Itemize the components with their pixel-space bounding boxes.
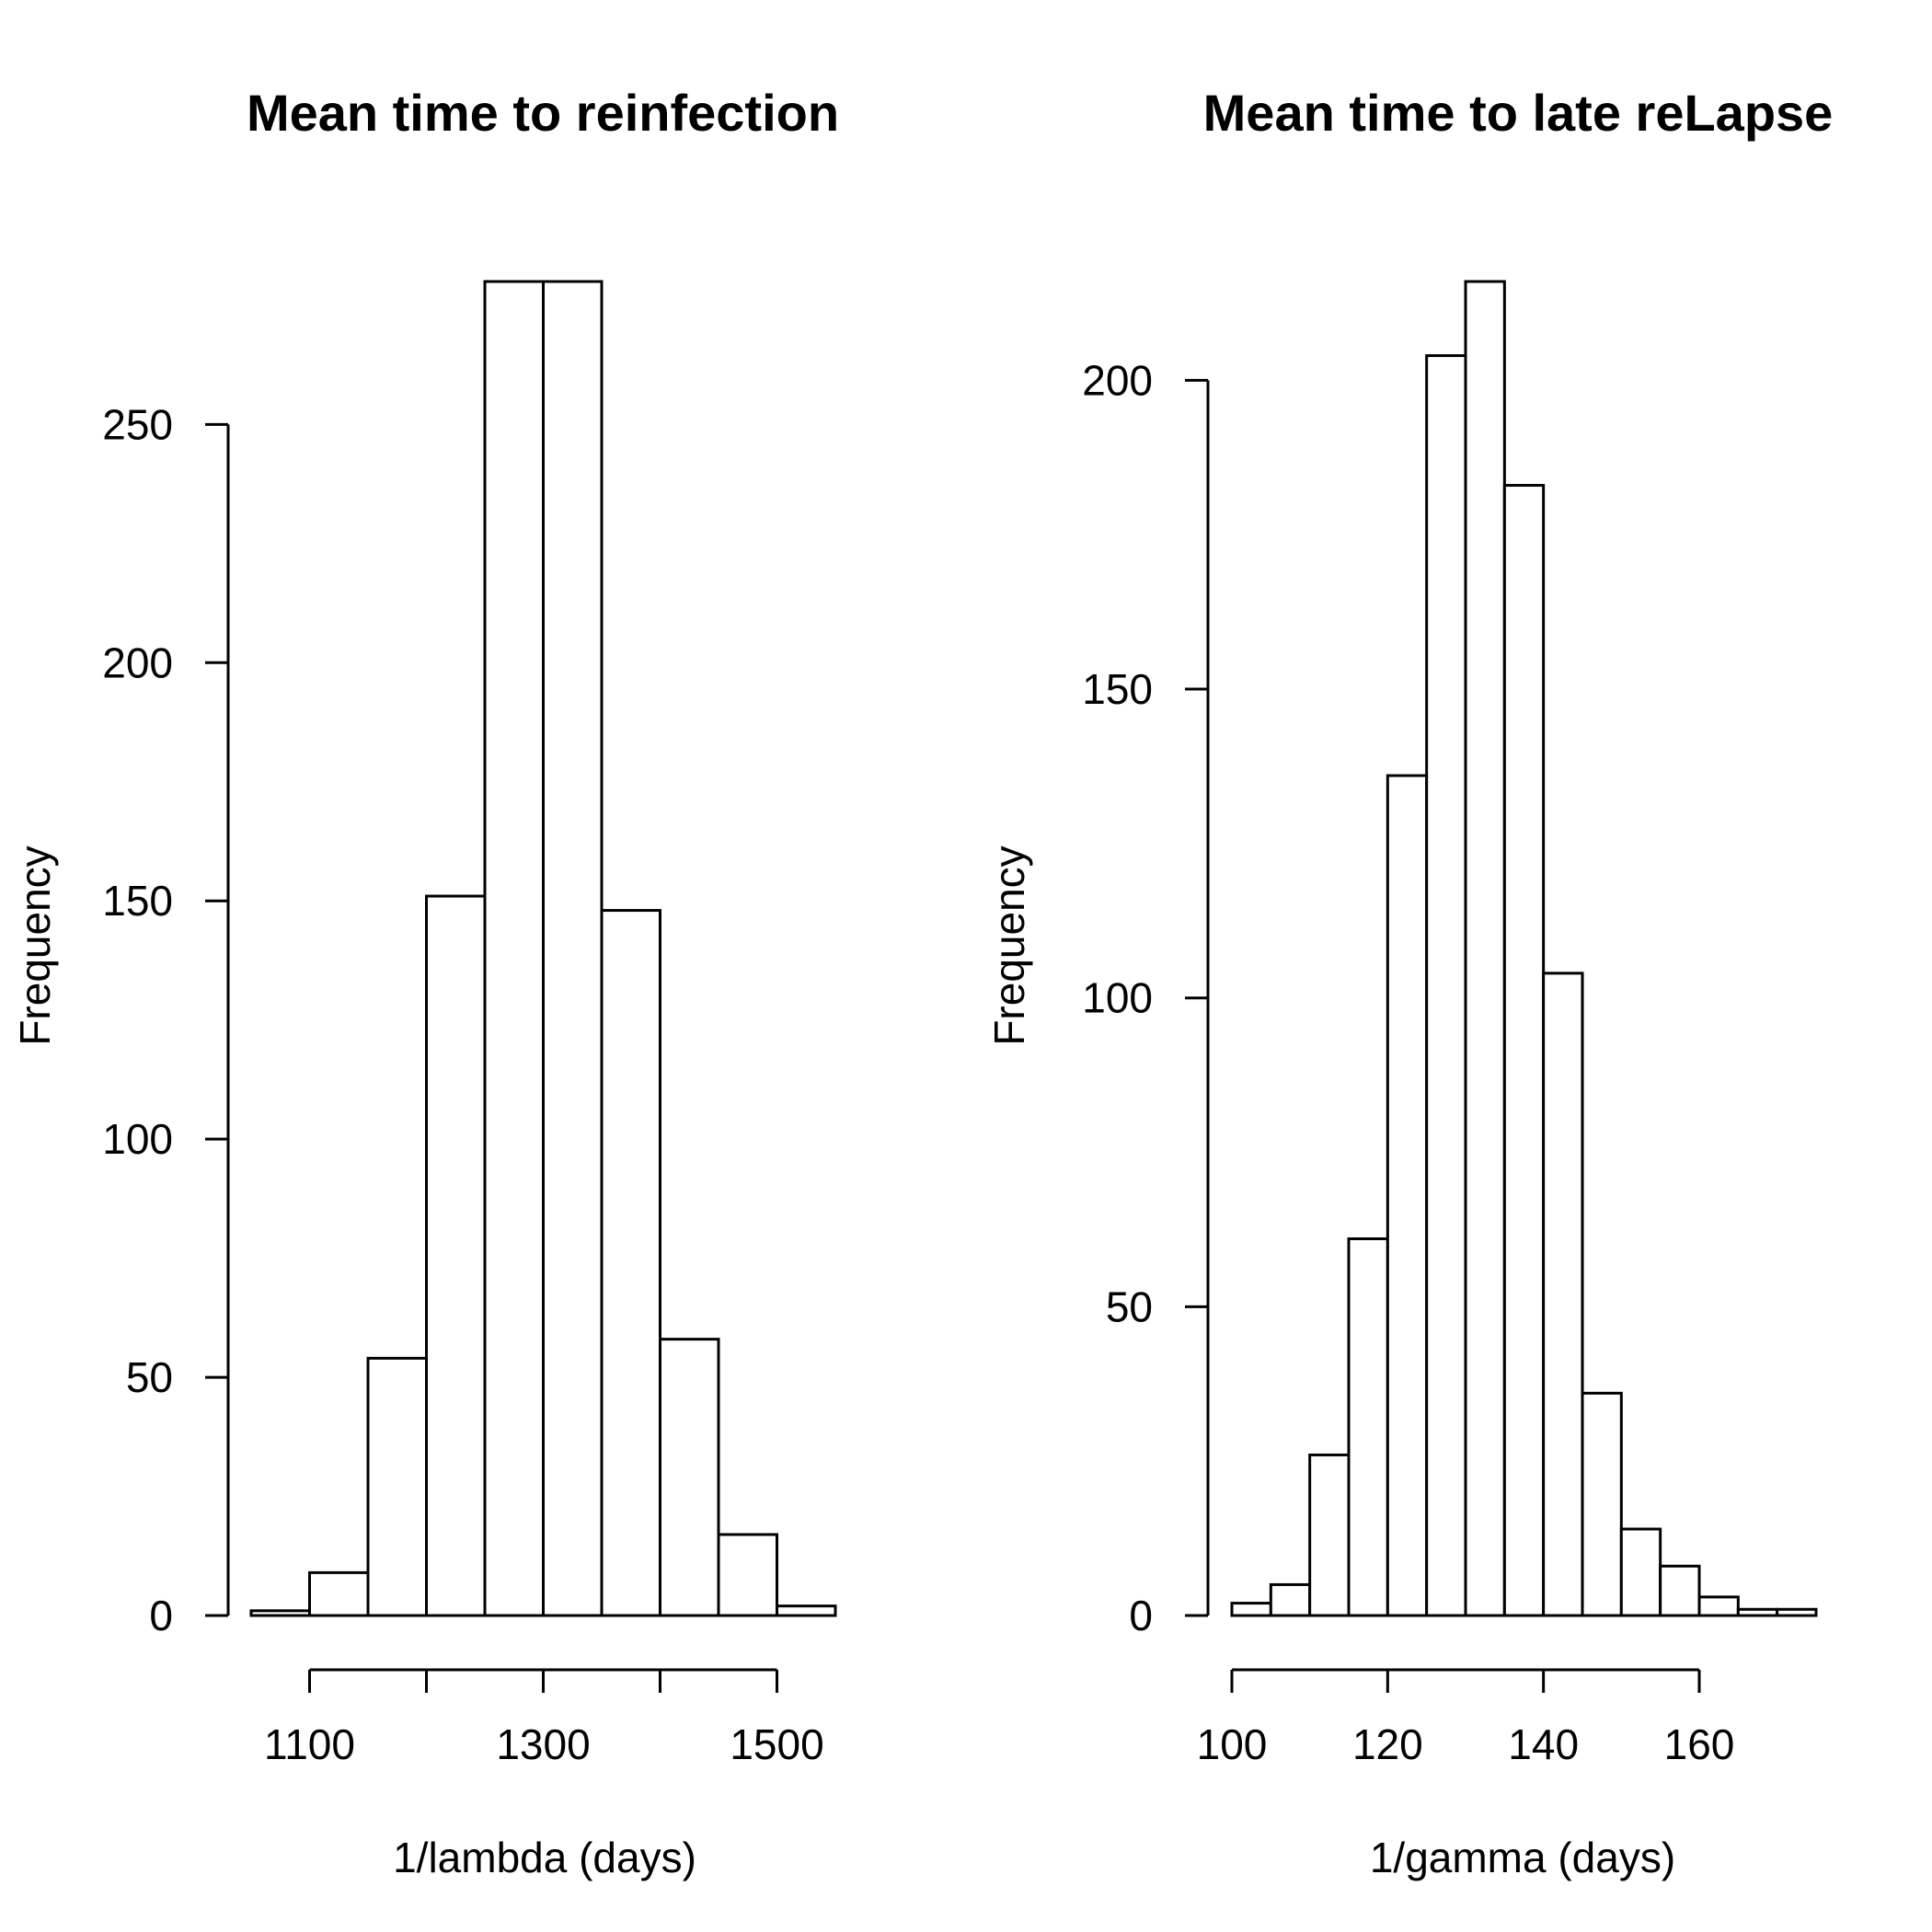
- y-tick-label: 250: [102, 400, 173, 448]
- histogram-bar: [249, 1609, 311, 1617]
- histogram-bar: [1697, 1595, 1740, 1617]
- histogram-bar: [366, 1356, 428, 1617]
- histogram-bar: [600, 909, 661, 1617]
- histogram-bar: [542, 280, 604, 1617]
- x-axis: 100 120 140 160: [1197, 1668, 1735, 1768]
- histogram-bar: [1776, 1607, 1818, 1617]
- y-axis-label: Frequency: [11, 845, 59, 1045]
- y-axis: 0 50 100 150 200 250: [102, 400, 230, 1639]
- x-tick-label: 160: [1664, 1720, 1735, 1768]
- histogram-bar: [1502, 484, 1546, 1617]
- histogram-bar: [308, 1570, 370, 1617]
- x-axis: 1100 1300 1500: [264, 1668, 824, 1768]
- relapse-histogram-panel: Mean time to late reLapse 0 50 100 150 200 1…: [985, 84, 1833, 1881]
- y-tick-label: 200: [102, 638, 173, 686]
- x-tick-label: 140: [1508, 1720, 1579, 1768]
- histogram-bar: [1581, 1391, 1623, 1617]
- histogram-bar: [1425, 354, 1467, 1617]
- x-tick-label: 100: [1197, 1720, 1268, 1768]
- y-tick-label: 100: [1082, 974, 1153, 1022]
- y-tick-label: 50: [126, 1353, 173, 1401]
- histogram-bar: [717, 1533, 778, 1617]
- histogram-bars: [1230, 280, 1818, 1617]
- y-tick-label: 0: [149, 1592, 173, 1639]
- histogram-bar: [1464, 280, 1506, 1617]
- x-tick-label: 1300: [496, 1720, 590, 1768]
- histogram-bar: [1619, 1527, 1662, 1617]
- reinfection-histogram-panel: Mean time to reinfection 0 50 100 150 200 250…: [11, 84, 839, 1881]
- x-tick-label: 1100: [264, 1720, 355, 1768]
- histogram-bar: [1347, 1237, 1389, 1617]
- histogram-bar: [1230, 1602, 1272, 1617]
- y-tick-label: 100: [102, 1115, 173, 1163]
- histogram-bar: [776, 1604, 837, 1617]
- x-axis-label: 1/gamma (days): [1370, 1834, 1675, 1881]
- histogram-bar: [1386, 774, 1429, 1617]
- histogram-bar: [483, 280, 545, 1617]
- histogram-bar: [1659, 1564, 1701, 1617]
- y-tick-label: 150: [1082, 665, 1153, 713]
- x-tick-label: 1500: [730, 1720, 823, 1768]
- histogram-bar: [1542, 972, 1584, 1617]
- y-tick-label: 50: [1106, 1282, 1153, 1330]
- y-axis: 0 50 100 150 200: [1082, 356, 1210, 1639]
- x-axis-label: 1/lambda (days): [393, 1834, 696, 1881]
- histogram-bar: [659, 1338, 720, 1617]
- y-axis-label: Frequency: [985, 845, 1033, 1045]
- histogram-bar: [1269, 1582, 1312, 1617]
- histogram-bar: [1736, 1607, 1779, 1617]
- histogram-bar: [425, 894, 487, 1617]
- histogram-bars: [249, 280, 837, 1617]
- chart-title: Mean time to reinfection: [247, 84, 839, 142]
- histogram-bar: [1308, 1453, 1351, 1617]
- x-tick-label: 120: [1352, 1720, 1423, 1768]
- y-tick-label: 0: [1129, 1592, 1153, 1639]
- chart-title: Mean time to late reLapse: [1203, 84, 1834, 142]
- y-tick-label: 200: [1082, 356, 1153, 404]
- y-tick-label: 150: [102, 877, 173, 925]
